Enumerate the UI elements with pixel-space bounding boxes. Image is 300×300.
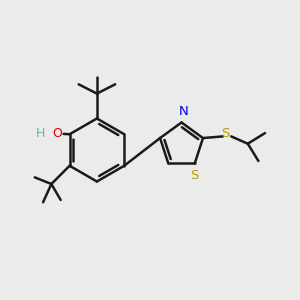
Text: O: O [52, 128, 62, 140]
Text: S: S [221, 127, 230, 140]
Text: H: H [35, 128, 45, 140]
Text: N: N [178, 106, 188, 118]
Text: S: S [190, 169, 199, 182]
